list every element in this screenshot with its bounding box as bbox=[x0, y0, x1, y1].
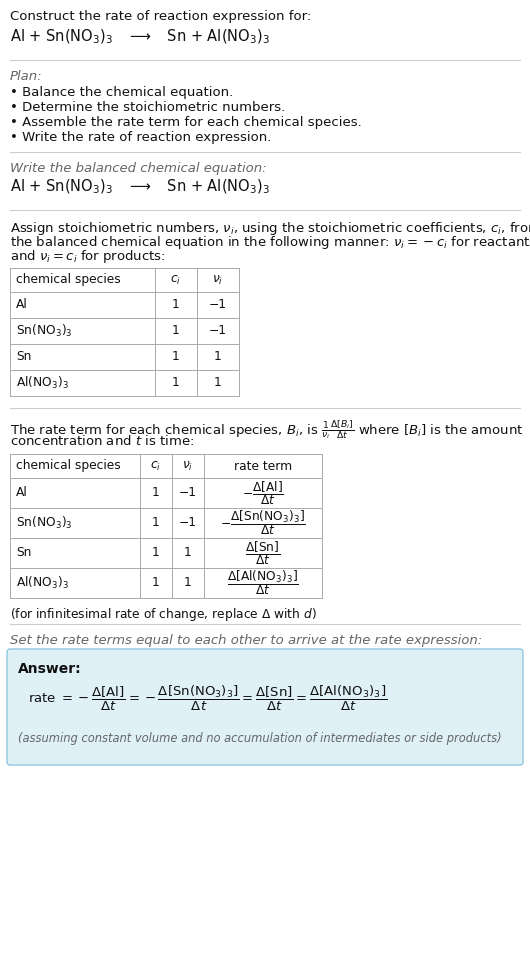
Text: rate $= -\dfrac{\Delta[\mathrm{Al}]}{\Delta t} = -\dfrac{\Delta[\mathrm{Sn(NO_3): rate $= -\dfrac{\Delta[\mathrm{Al}]}{\De… bbox=[28, 684, 387, 713]
Text: Al(NO$_3$)$_3$: Al(NO$_3$)$_3$ bbox=[16, 375, 69, 391]
Text: $-\dfrac{\Delta[\mathrm{Al}]}{\Delta t}$: $-\dfrac{\Delta[\mathrm{Al}]}{\Delta t}$ bbox=[242, 479, 284, 507]
Text: chemical species: chemical species bbox=[16, 273, 121, 287]
Text: Al(NO$_3$)$_3$: Al(NO$_3$)$_3$ bbox=[16, 575, 69, 591]
Text: 1: 1 bbox=[152, 486, 160, 500]
Text: Al: Al bbox=[16, 486, 28, 500]
Text: Set the rate terms equal to each other to arrive at the rate expression:: Set the rate terms equal to each other t… bbox=[10, 634, 482, 647]
Text: Construct the rate of reaction expression for:: Construct the rate of reaction expressio… bbox=[10, 10, 311, 23]
Text: Sn: Sn bbox=[16, 350, 31, 363]
Text: Al + Sn(NO$_3$)$_3$   $\longrightarrow$   Sn + Al(NO$_3$)$_3$: Al + Sn(NO$_3$)$_3$ $\longrightarrow$ Sn… bbox=[10, 28, 270, 47]
Text: (for infinitesimal rate of change, replace $\Delta$ with $d$): (for infinitesimal rate of change, repla… bbox=[10, 606, 317, 623]
Text: (assuming constant volume and no accumulation of intermediates or side products): (assuming constant volume and no accumul… bbox=[18, 732, 501, 745]
Text: $\dfrac{\Delta[\mathrm{Al(NO_3)_3}]}{\Delta t}$: $\dfrac{\Delta[\mathrm{Al(NO_3)_3}]}{\De… bbox=[227, 569, 299, 597]
Text: $\nu_i$: $\nu_i$ bbox=[213, 273, 224, 287]
Text: 1: 1 bbox=[152, 577, 160, 590]
Text: The rate term for each chemical species, $B_i$, is $\frac{1}{\nu_i}\frac{\Delta[: The rate term for each chemical species,… bbox=[10, 418, 524, 441]
Text: 1: 1 bbox=[172, 299, 180, 311]
Text: 1: 1 bbox=[184, 547, 192, 559]
Text: rate term: rate term bbox=[234, 460, 292, 472]
Text: 1: 1 bbox=[172, 324, 180, 338]
Text: 1: 1 bbox=[214, 350, 222, 363]
Text: • Assemble the rate term for each chemical species.: • Assemble the rate term for each chemic… bbox=[10, 116, 362, 129]
Text: • Write the rate of reaction expression.: • Write the rate of reaction expression. bbox=[10, 131, 271, 144]
Text: and $\nu_i = c_i$ for products:: and $\nu_i = c_i$ for products: bbox=[10, 248, 165, 265]
FancyBboxPatch shape bbox=[7, 649, 523, 765]
Text: $-\dfrac{\Delta[\mathrm{Sn(NO_3)_3}]}{\Delta t}$: $-\dfrac{\Delta[\mathrm{Sn(NO_3)_3}]}{\D… bbox=[220, 508, 306, 538]
Text: $c_i$: $c_i$ bbox=[171, 273, 182, 287]
Text: the balanced chemical equation in the following manner: $\nu_i = -c_i$ for react: the balanced chemical equation in the fo… bbox=[10, 234, 530, 251]
Text: Al: Al bbox=[16, 299, 28, 311]
Text: • Balance the chemical equation.: • Balance the chemical equation. bbox=[10, 86, 233, 99]
Text: −1: −1 bbox=[209, 299, 227, 311]
Text: Assign stoichiometric numbers, $\nu_i$, using the stoichiometric coefficients, $: Assign stoichiometric numbers, $\nu_i$, … bbox=[10, 220, 530, 237]
Text: chemical species: chemical species bbox=[16, 460, 121, 472]
Text: Answer:: Answer: bbox=[18, 662, 82, 676]
Text: $c_i$: $c_i$ bbox=[151, 460, 162, 472]
Text: Sn: Sn bbox=[16, 547, 31, 559]
Text: 1: 1 bbox=[152, 516, 160, 530]
Text: −1: −1 bbox=[179, 516, 197, 530]
Text: concentration and $t$ is time:: concentration and $t$ is time: bbox=[10, 434, 194, 448]
Text: Al + Sn(NO$_3$)$_3$   $\longrightarrow$   Sn + Al(NO$_3$)$_3$: Al + Sn(NO$_3$)$_3$ $\longrightarrow$ Sn… bbox=[10, 178, 270, 196]
Text: 1: 1 bbox=[172, 350, 180, 363]
Text: Sn(NO$_3$)$_3$: Sn(NO$_3$)$_3$ bbox=[16, 323, 73, 339]
Text: 1: 1 bbox=[214, 377, 222, 389]
Text: 1: 1 bbox=[184, 577, 192, 590]
Text: $\nu_i$: $\nu_i$ bbox=[182, 460, 193, 472]
Text: Sn(NO$_3$)$_3$: Sn(NO$_3$)$_3$ bbox=[16, 515, 73, 531]
Text: Write the balanced chemical equation:: Write the balanced chemical equation: bbox=[10, 162, 267, 175]
Text: • Determine the stoichiometric numbers.: • Determine the stoichiometric numbers. bbox=[10, 101, 285, 114]
Text: Plan:: Plan: bbox=[10, 70, 42, 83]
Text: 1: 1 bbox=[152, 547, 160, 559]
Text: 1: 1 bbox=[172, 377, 180, 389]
Text: $\dfrac{\Delta[\mathrm{Sn}]}{\Delta t}$: $\dfrac{\Delta[\mathrm{Sn}]}{\Delta t}$ bbox=[245, 539, 281, 567]
Text: −1: −1 bbox=[179, 486, 197, 500]
Text: −1: −1 bbox=[209, 324, 227, 338]
